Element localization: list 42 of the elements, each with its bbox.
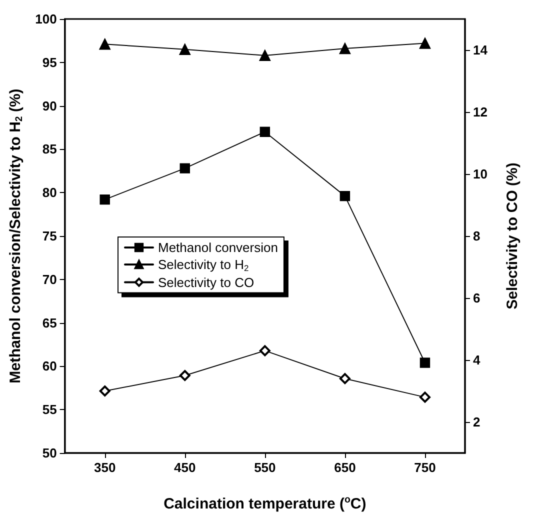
y-axis-title: Methanol conversion/Selectivity to H2 (%) — [7, 88, 25, 384]
point — [420, 358, 430, 368]
y2-tick-label: 6 — [473, 290, 480, 306]
y-tick-label: 70 — [42, 272, 57, 287]
legend-label: Selectivity to CO — [158, 274, 254, 290]
y-tick-label: 55 — [42, 402, 57, 418]
point — [179, 370, 190, 381]
point — [339, 373, 350, 384]
x-tick-label: 650 — [334, 460, 356, 475]
y-tick-label: 65 — [42, 315, 57, 330]
point — [339, 42, 351, 54]
point — [259, 50, 271, 62]
x-tick-label: 750 — [414, 460, 436, 475]
y2-axis-title: Selectivity to CO (%) — [504, 162, 521, 310]
point — [179, 44, 190, 55]
point — [340, 190, 350, 202]
y-tick-label: 90 — [42, 98, 57, 114]
y2-tick-label: 12 — [473, 104, 488, 120]
y2-tick-label: 14 — [473, 42, 488, 58]
y2-tick-label: 2 — [473, 414, 480, 430]
point — [419, 392, 430, 403]
point — [99, 386, 110, 396]
point — [100, 194, 110, 205]
y2-tick-label: 8 — [473, 228, 480, 244]
point — [259, 345, 270, 356]
y-tick-label: 100 — [35, 12, 57, 26]
point — [419, 38, 431, 49]
y-tick-label: 50 — [42, 446, 57, 460]
point — [260, 126, 270, 137]
legend-label: Methanol conversion — [158, 240, 278, 255]
point — [99, 38, 110, 50]
y-tick-label: 60 — [42, 358, 57, 374]
y-tick-label: 95 — [42, 54, 57, 70]
x-tick-label: 550 — [254, 460, 276, 475]
y-tick-label: 80 — [42, 185, 57, 200]
x-tick-label: 350 — [94, 460, 116, 475]
y-tick-label: 85 — [42, 142, 57, 157]
y2-tick-label: 10 — [473, 166, 488, 182]
point — [180, 163, 190, 174]
y-tick-label: 75 — [42, 228, 57, 244]
y2-tick-label: 4 — [473, 352, 481, 368]
x-tick-label: 450 — [174, 460, 196, 475]
